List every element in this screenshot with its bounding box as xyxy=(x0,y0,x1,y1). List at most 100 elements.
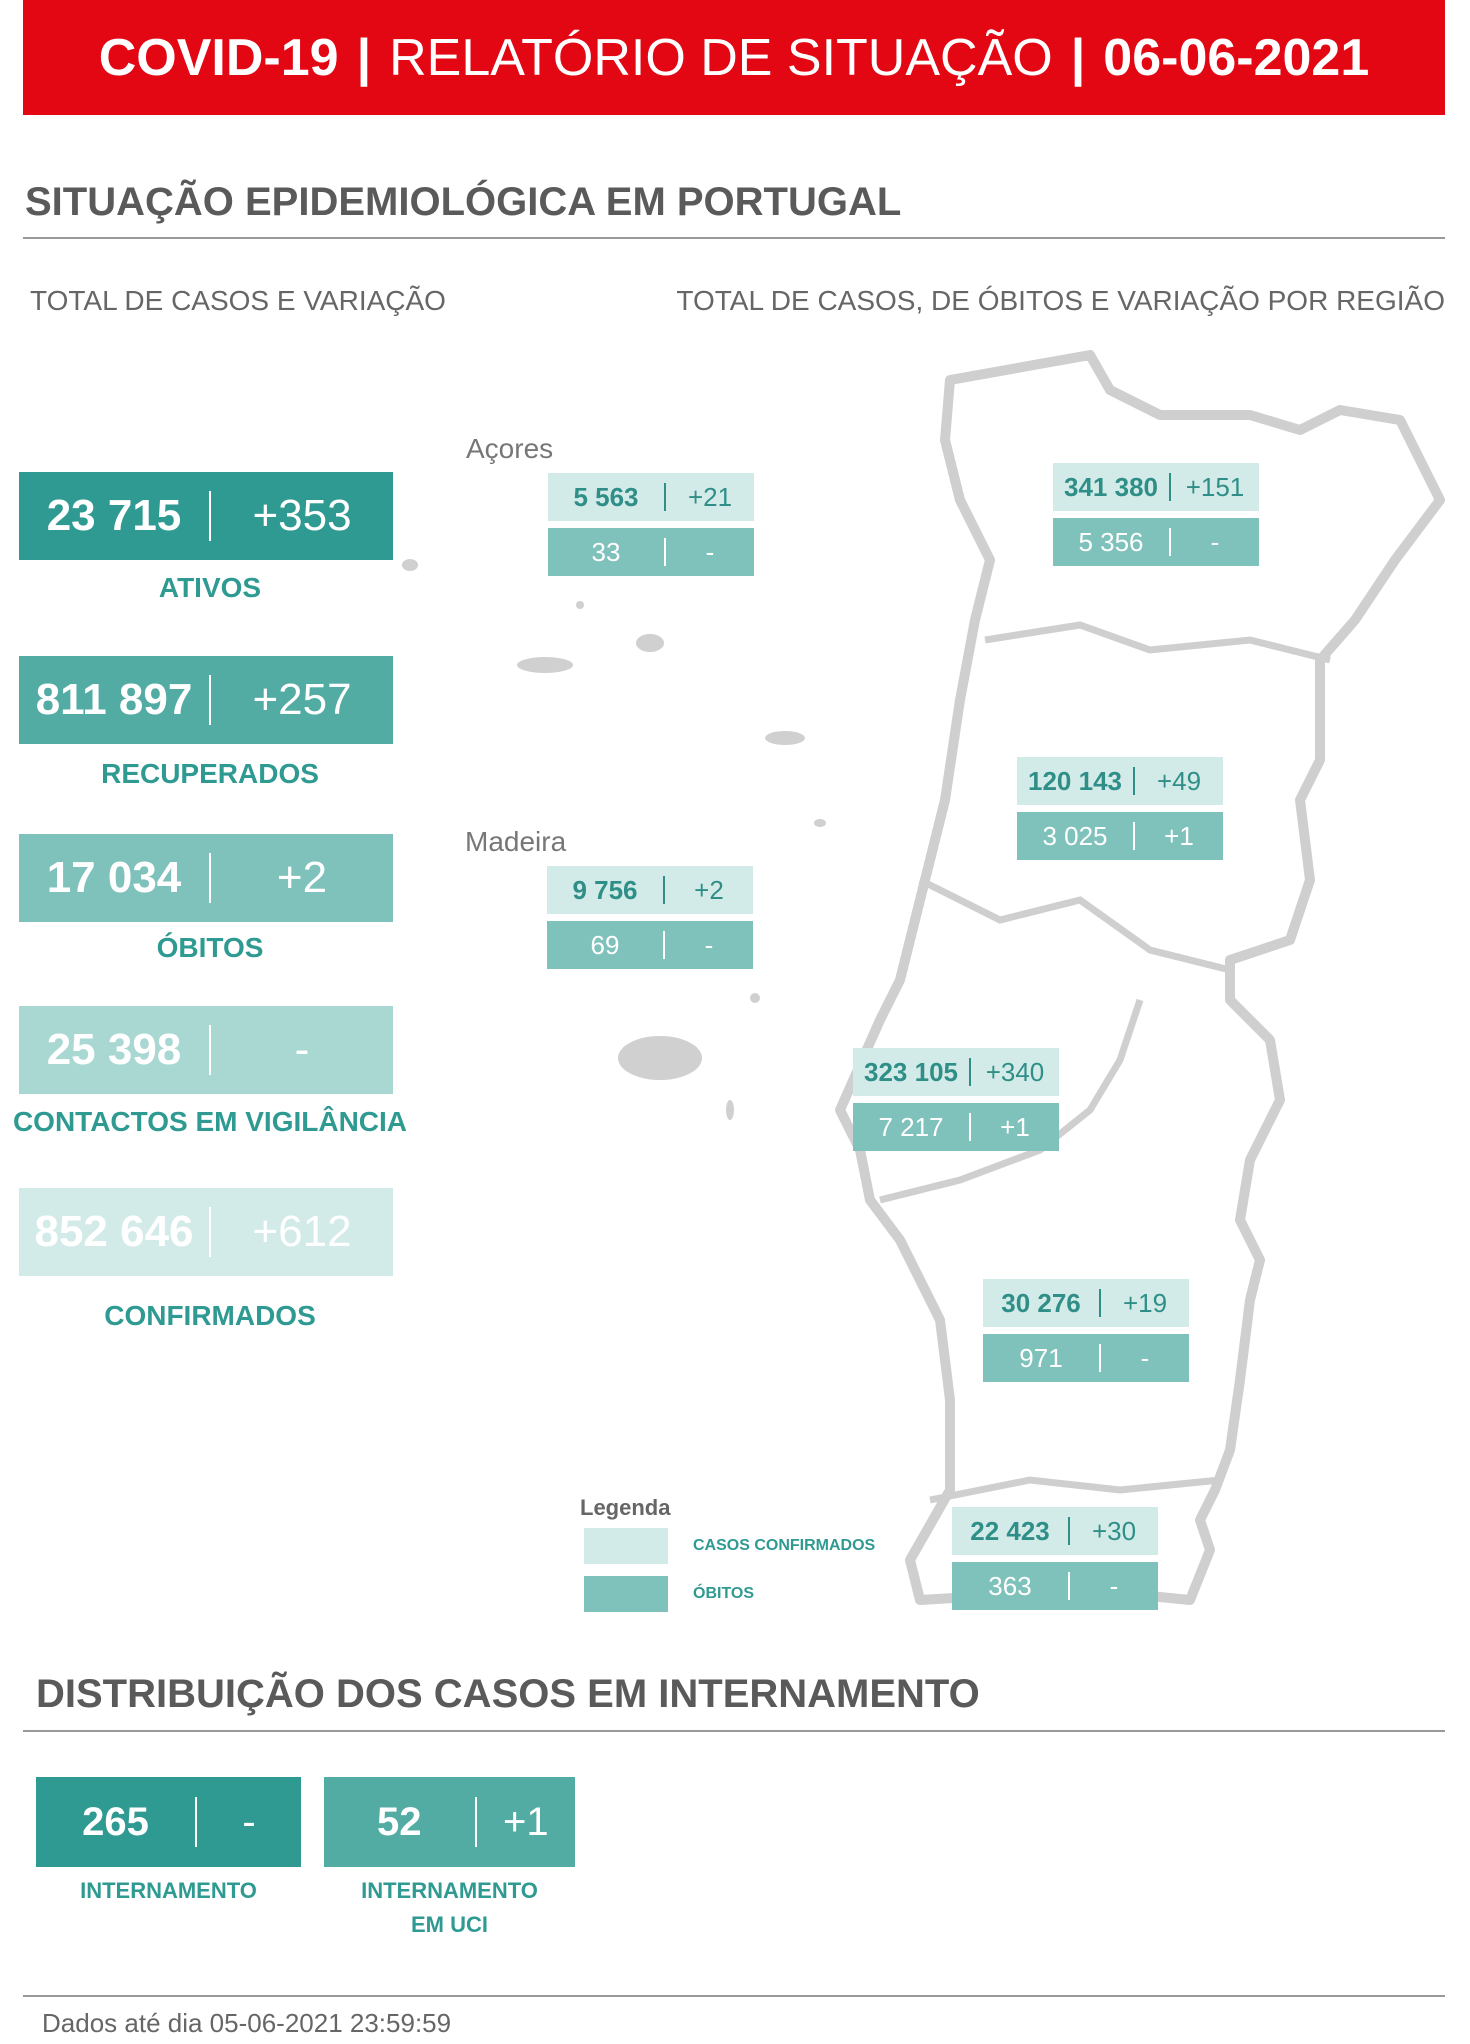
cases-value: 30 276 xyxy=(983,1289,1101,1317)
separator: | xyxy=(1070,28,1086,87)
stat-label: ÓBITOS xyxy=(156,932,264,963)
deaths-change: - xyxy=(1109,1570,1119,1601)
stat-change: +2 xyxy=(276,853,328,902)
stat-change: +353 xyxy=(252,491,352,540)
stat-card: 17 034 +2 xyxy=(19,834,393,922)
divider xyxy=(23,1730,1445,1732)
deaths-value: 7 217 xyxy=(853,1113,971,1141)
legend-title: Legenda xyxy=(580,1495,671,1520)
stat-card: 811 897 +257 xyxy=(19,656,393,744)
islands xyxy=(402,559,826,1120)
region-cases: 341 380 +151 xyxy=(1053,463,1259,511)
hospital-change: +1 xyxy=(502,1799,549,1844)
deaths-value: 3 025 xyxy=(1017,822,1135,850)
stat-change: - xyxy=(294,1025,310,1074)
legend-swatch xyxy=(584,1528,668,1564)
deaths-change: - xyxy=(704,929,714,960)
stat-label: RECUPERADOS xyxy=(101,758,319,789)
report-date: 06-06-2021 xyxy=(1103,28,1370,87)
stat-label: ATIVOS xyxy=(158,572,262,603)
deaths-change: +1 xyxy=(1000,1111,1030,1142)
region-deaths: 3 025 +1 xyxy=(1017,812,1223,860)
section-title: DISTRIBUIÇÃO DOS CASOS EM INTERNAMENTO xyxy=(36,1672,980,1716)
deaths-change: - xyxy=(1140,1342,1150,1373)
stat-value: 25 398 xyxy=(19,1025,211,1075)
cases-change: +21 xyxy=(687,481,733,512)
label-line: INTERNAMENTO xyxy=(361,1878,538,1903)
legend-swatch xyxy=(584,1576,668,1612)
cases-change: +151 xyxy=(1185,471,1245,502)
stat-value: 17 034 xyxy=(19,853,211,903)
cases-change: +19 xyxy=(1122,1287,1168,1318)
cases-value: 9 756 xyxy=(547,876,665,904)
stat-label: CONFIRMADOS xyxy=(104,1300,316,1331)
region-name: Madeira xyxy=(465,826,567,857)
region-deaths: 363 - xyxy=(952,1562,1158,1610)
region-border xyxy=(918,876,1231,974)
hospital-value: 52 xyxy=(324,1797,477,1847)
region-deaths: 7 217 +1 xyxy=(853,1103,1059,1151)
cases-change: +30 xyxy=(1091,1515,1137,1546)
hospital-label: INTERNAMENTO EM UCI xyxy=(304,1874,595,1942)
region-name: Açores xyxy=(466,433,554,464)
deaths-change: +1 xyxy=(1164,820,1194,851)
deaths-value: 33 xyxy=(548,538,666,566)
title-report: RELATÓRIO DE SITUAÇÃO xyxy=(389,28,1053,87)
region-cases: 22 423 +30 xyxy=(952,1507,1158,1555)
stat-value: 852 646 xyxy=(19,1207,211,1257)
cases-value: 5 563 xyxy=(548,483,666,511)
region-deaths: 69 - xyxy=(547,921,753,969)
region-cases: 323 105 +340 xyxy=(853,1048,1059,1096)
cases-change: +2 xyxy=(694,874,724,905)
stat-label: CONTACTOS EM VIGILÂNCIA xyxy=(12,1106,408,1137)
cases-change: +49 xyxy=(1156,765,1202,796)
cases-value: 22 423 xyxy=(952,1517,1070,1545)
region-cases: 120 143 +49 xyxy=(1017,757,1223,805)
region-cases: 9 756 +2 xyxy=(547,866,753,914)
stat-card: 852 646 +612 xyxy=(19,1188,393,1276)
stat-value: 23 715 xyxy=(19,491,211,541)
stat-change: +612 xyxy=(252,1207,352,1256)
label-line: INTERNAMENTO xyxy=(80,1878,257,1903)
hospital-value: 265 xyxy=(36,1797,197,1847)
stat-value: 811 897 xyxy=(19,675,211,725)
hospital-change: - xyxy=(242,1799,256,1844)
hospital-card: 52 +1 xyxy=(324,1777,575,1867)
region-deaths: 33 - xyxy=(548,528,754,576)
region-border xyxy=(879,998,1144,1204)
cases-value: 323 105 xyxy=(853,1058,971,1086)
deaths-value: 363 xyxy=(952,1572,1070,1600)
label-line: EM UCI xyxy=(411,1912,488,1937)
hospital-card: 265- xyxy=(36,1777,301,1867)
legend-label: CASOS CONFIRMADOS xyxy=(693,1537,876,1554)
separator: | xyxy=(356,28,372,87)
deaths-value: 5 356 xyxy=(1053,528,1171,556)
cases-change: +340 xyxy=(985,1056,1045,1087)
deaths-change: - xyxy=(705,536,715,567)
stat-card: 23 715 +353 xyxy=(19,472,393,560)
stat-card: 25 398 - xyxy=(19,1006,393,1094)
divider xyxy=(23,237,1445,239)
cases-value: 120 143 xyxy=(1017,767,1135,795)
section-title: SITUAÇÃO EPIDEMIOLÓGICA EM PORTUGAL xyxy=(25,180,902,224)
legend-label: ÓBITOS xyxy=(693,1585,755,1602)
region-deaths: 971 - xyxy=(983,1334,1189,1382)
deaths-value: 971 xyxy=(983,1344,1101,1372)
region-border xyxy=(929,1476,1221,1504)
header: COVID-19 | RELATÓRIO DE SITUAÇÃO | 06-06… xyxy=(23,0,1445,115)
subtitle: TOTAL DE CASOS, DE ÓBITOS E VARIAÇÃO POR… xyxy=(676,285,1445,316)
deaths-value: 69 xyxy=(547,931,665,959)
stat-change: +257 xyxy=(252,675,352,724)
deaths-change: - xyxy=(1210,526,1220,557)
divider xyxy=(23,1995,1445,1997)
title-covid: COVID-19 xyxy=(98,28,339,87)
cases-value: 341 380 xyxy=(1053,473,1171,501)
footer-note: Dados até dia 05-06-2021 23:59:59 xyxy=(42,2008,452,2038)
hospital-label: INTERNAMENTO xyxy=(16,1874,321,1908)
region-cases: 30 276 +19 xyxy=(983,1279,1189,1327)
subtitle: TOTAL DE CASOS E VARIAÇÃO xyxy=(30,285,446,316)
region-border xyxy=(984,621,1331,664)
region-deaths: 5 356 - xyxy=(1053,518,1259,566)
region-cases: 5 563 +21 xyxy=(548,473,754,521)
